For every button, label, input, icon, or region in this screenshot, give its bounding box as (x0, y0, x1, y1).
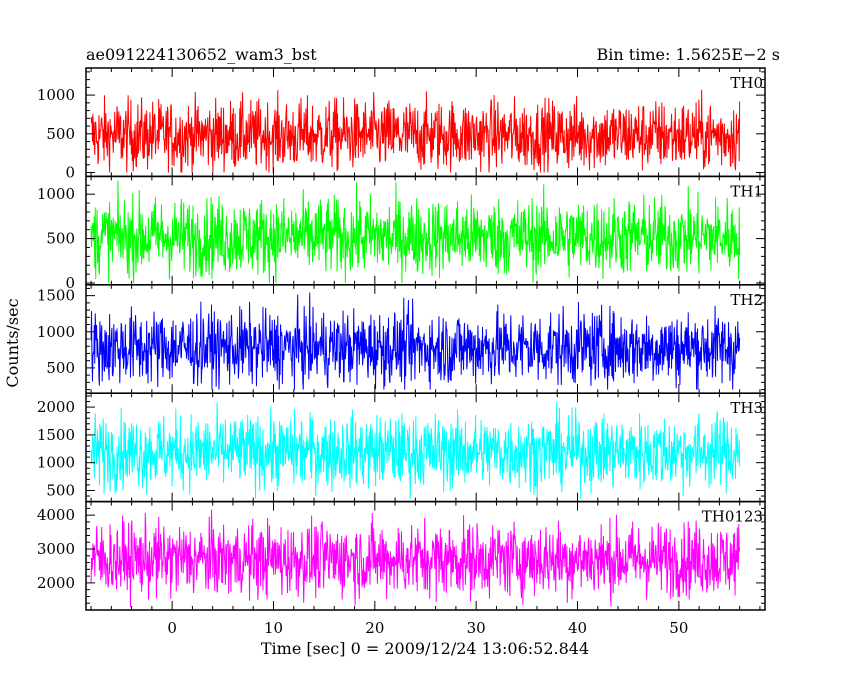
y-tick-label: 500 (46, 359, 75, 377)
y-tick-label: 500 (46, 125, 75, 143)
chart-title-right: Bin time: 1.5625E−2 s (597, 45, 780, 64)
panel-label-th1: TH1 (730, 182, 763, 200)
panel-th2: 500 1000 1500 TH2 (37, 284, 766, 394)
series-line-th3 (90, 402, 741, 499)
x-tick-label: 10 (264, 619, 283, 637)
x-tick-label: 0 (167, 619, 177, 637)
panel-label-th3: TH3 (730, 399, 763, 417)
y-tick-label: 500 (46, 481, 75, 499)
y-tick-label: 2000 (37, 398, 75, 416)
series-line-th1 (90, 180, 741, 284)
y-tick-label: 1000 (37, 185, 75, 203)
panel-label-th0123: TH0123 (702, 508, 763, 526)
y-tick-label: 2000 (37, 574, 75, 592)
x-axis-label: Time [sec] 0 = 2009/12/24 13:06:52.844 (261, 639, 589, 658)
x-tick-label: 30 (467, 619, 486, 637)
y-tick-label: 4000 (37, 506, 75, 524)
panel-th1: 0 500 1000 TH1 (37, 175, 766, 292)
y-tick-label: 1000 (37, 86, 75, 104)
series-line-th2 (90, 292, 741, 390)
x-tick-label: 20 (365, 619, 384, 637)
panel-th0: 0 500 1000 TH0 (37, 67, 766, 182)
x-tick-label: 40 (568, 619, 587, 637)
panel-label-th0: TH0 (730, 74, 763, 92)
y-tick-label: 1500 (37, 287, 75, 305)
y-tick-label: 1000 (37, 454, 75, 472)
y-tick-label: 500 (46, 230, 75, 248)
y-tick-label: 0 (65, 274, 75, 292)
series-line-th0123 (90, 509, 741, 608)
y-axis-label: Counts/sec (3, 298, 22, 387)
panel-label-th2: TH2 (730, 291, 763, 309)
y-tick-label: 0 (65, 164, 75, 182)
x-tick-label: 50 (669, 619, 688, 637)
panel-th3: 500 1000 1500 2000 TH3 (37, 392, 766, 503)
chart-title-left: ae091224130652_wam3_bst (86, 45, 317, 64)
panel-th0123: 2000 3000 4000 TH0123 (37, 500, 766, 611)
y-tick-label: 3000 (37, 540, 75, 558)
y-tick-label: 1000 (37, 323, 75, 341)
y-tick-label: 1500 (37, 426, 75, 444)
series-line-th0 (90, 89, 741, 173)
